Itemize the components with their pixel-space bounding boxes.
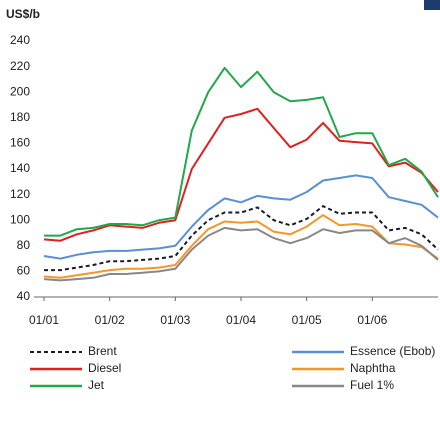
legend-label: Diesel xyxy=(88,361,121,375)
legend-label: Fuel 1% xyxy=(350,378,394,392)
series-line xyxy=(44,205,439,272)
y-tick-label: 80 xyxy=(17,238,31,252)
series-line xyxy=(43,174,439,260)
x-tick-label: 01/05 xyxy=(292,313,322,327)
series-line xyxy=(43,226,439,282)
corner-badge xyxy=(424,0,440,10)
y-tick-label: 120 xyxy=(10,187,30,201)
legend-label: Naphtha xyxy=(350,361,396,375)
y-tick-label: 200 xyxy=(10,84,30,98)
series-line xyxy=(43,107,439,242)
y-tick-label: 240 xyxy=(10,33,30,47)
y-tick-label: 100 xyxy=(10,212,30,226)
x-tick-label: 01/04 xyxy=(226,313,256,327)
series-line xyxy=(44,66,439,237)
y-tick-label: 140 xyxy=(10,161,30,175)
y-tick-label: 220 xyxy=(10,59,30,73)
legend-label: Essence (Ebob) xyxy=(350,344,435,358)
y-axis-label: US$/b xyxy=(6,7,40,21)
x-tick-label: 01/02 xyxy=(95,313,125,327)
y-tick-label: 180 xyxy=(10,110,30,124)
series-line xyxy=(43,214,439,279)
legend-label: Jet xyxy=(88,378,105,392)
x-tick-label: 01/06 xyxy=(357,313,387,327)
y-tick-label: 160 xyxy=(10,136,30,150)
x-tick-label: 01/01 xyxy=(29,313,59,327)
y-tick-label: 60 xyxy=(17,264,31,278)
legend-label: Brent xyxy=(88,344,117,358)
x-tick-label: 01/03 xyxy=(160,313,190,327)
y-tick-label: 40 xyxy=(17,289,31,303)
